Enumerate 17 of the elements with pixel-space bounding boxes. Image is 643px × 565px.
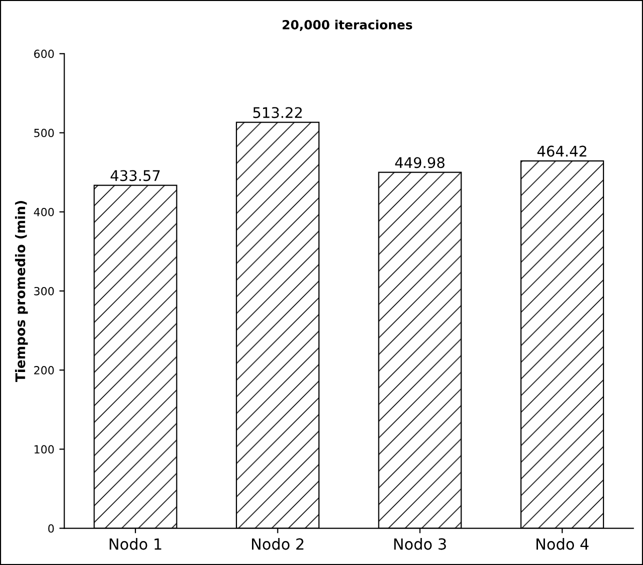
data-label: 513.22 bbox=[253, 107, 302, 118]
x-tick-label: Nodo 2 bbox=[252, 538, 304, 550]
y-tick-label: 300 bbox=[34, 286, 54, 296]
data-label: 433.57 bbox=[110, 170, 160, 182]
x-tick-label: Nodo 3 bbox=[394, 538, 446, 550]
y-axis-title: Tiempos promedio (min) bbox=[15, 200, 28, 382]
data-label: 449.98 bbox=[395, 157, 444, 168]
y-tick-label: 100 bbox=[34, 445, 54, 454]
y-tick-label: 400 bbox=[34, 208, 54, 216]
y-tick-label: 500 bbox=[34, 128, 54, 138]
y-tick-label: 600 bbox=[34, 50, 54, 58]
y-tick-label: 200 bbox=[34, 366, 54, 374]
y-tick-label: 0 bbox=[48, 524, 54, 533]
chart-title: 20,000 iteraciones bbox=[282, 20, 412, 32]
x-tick-label: Nodo 4 bbox=[536, 538, 589, 550]
data-label: 464.42 bbox=[537, 146, 586, 157]
x-tick-label: Nodo 1 bbox=[110, 538, 162, 550]
